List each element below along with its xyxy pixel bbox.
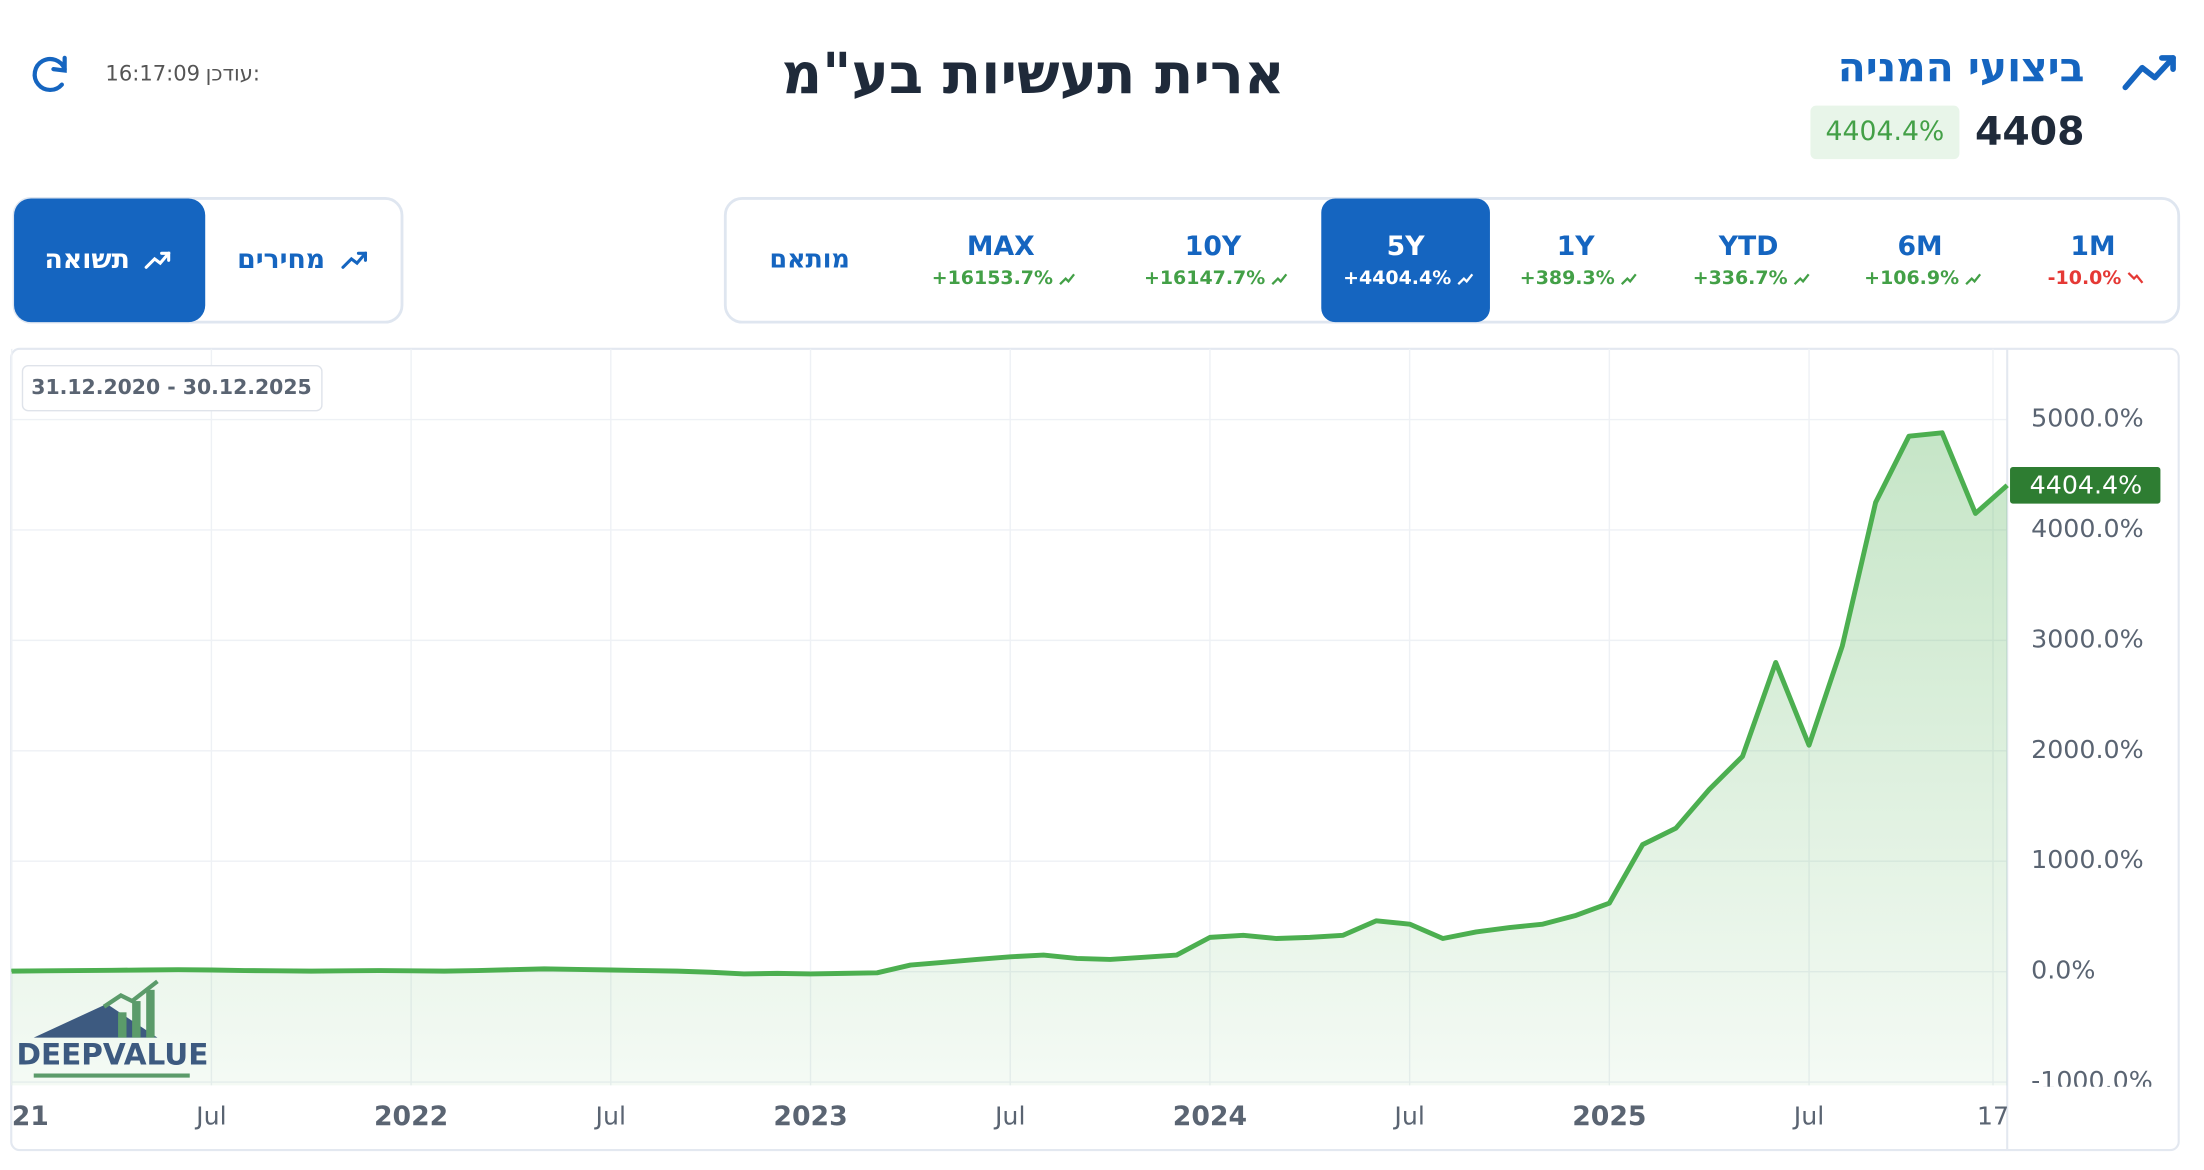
x-tick-label: 2022 bbox=[374, 1101, 448, 1132]
y-tick-label: 5000.0% bbox=[2031, 404, 2144, 433]
performance-label: ביצועי המניה bbox=[1838, 44, 2085, 92]
period-label: YTD bbox=[1718, 231, 1779, 262]
period-change: +389.3% bbox=[1520, 267, 1615, 289]
date-range: 31.12.2020 - 30.12.2025 bbox=[31, 375, 311, 399]
last-value-label: 4404.4% bbox=[2030, 471, 2143, 500]
updated-label: עודכן: bbox=[206, 61, 260, 86]
trend-icon-head bbox=[356, 251, 368, 262]
trend-up-icon bbox=[1457, 273, 1474, 285]
line bbox=[11, 430, 2009, 977]
x-tick-label: Jul bbox=[194, 1102, 227, 1131]
period-label: 10Y bbox=[1185, 231, 1242, 262]
logo-text: DEEPVALUE bbox=[16, 1037, 208, 1071]
mode-label: מחירים bbox=[237, 244, 325, 275]
trend-up-icon bbox=[1271, 273, 1288, 285]
trend-icon-head bbox=[2159, 55, 2176, 72]
logo-bar bbox=[146, 989, 155, 1038]
period-change: +16153.7% bbox=[932, 267, 1053, 289]
area bbox=[11, 432, 2008, 1086]
y-tick-label: 4000.0% bbox=[2031, 514, 2144, 543]
mode-button[interactable]: מחירים bbox=[237, 244, 368, 275]
refresh-arc bbox=[32, 56, 67, 93]
period-change: +106.9% bbox=[1864, 267, 1959, 289]
period-button[interactable]: 1Y +389.3% bbox=[1520, 231, 1637, 289]
y-tick-label: 3000.0% bbox=[2031, 624, 2144, 653]
period-button[interactable]: YTD +336.7% bbox=[1693, 231, 1810, 289]
trend-up-icon bbox=[1059, 273, 1075, 285]
trend-up-icon bbox=[1965, 273, 1982, 285]
y-tick-label: 2000.0% bbox=[2031, 735, 2144, 764]
x-tick-label: 2024 bbox=[1173, 1101, 1247, 1132]
refresh-icon[interactable] bbox=[32, 55, 67, 93]
period-button[interactable]: 1M -10.0% bbox=[2048, 231, 2144, 289]
period-change: +4404.4% bbox=[1343, 267, 1451, 289]
logo-bar bbox=[132, 1001, 141, 1038]
x-tick-label: 2025 bbox=[1572, 1101, 1646, 1132]
period-button[interactable]: MAX +16153.7% bbox=[932, 231, 1075, 289]
change-value: 4404.4% bbox=[1826, 116, 1945, 147]
period-label: 5Y bbox=[1387, 231, 1426, 262]
period-label: מותאם bbox=[769, 244, 849, 273]
period-button[interactable]: 10Y +16147.7% bbox=[1144, 231, 1288, 289]
period-label: 6M bbox=[1897, 231, 1942, 262]
x-tick-label: Jul bbox=[1792, 1102, 1825, 1131]
x-tick-label: Jul bbox=[993, 1102, 1026, 1131]
trend-up-icon bbox=[1793, 273, 1810, 285]
period-label: MAX bbox=[967, 231, 1035, 262]
page-title: ארית תעשיות בע"מ bbox=[781, 42, 1284, 107]
last-value-box bbox=[2010, 467, 2161, 504]
controls: תשואה מחירים 1M -10.0% 6M +106.9% YTD +336.7% 1Y… bbox=[14, 198, 2144, 323]
x-tick-label: 2021 bbox=[0, 1101, 49, 1132]
trend-icon bbox=[144, 251, 171, 269]
x-axis: 2021 Jul 2022 Jul 2023 Jul 2024 Jul 2025 Jul 17 bbox=[0, 1101, 2009, 1132]
price: 4408 bbox=[1975, 108, 2085, 154]
x-tick-label: 2023 bbox=[773, 1101, 847, 1132]
mode-label: תשואה bbox=[44, 244, 129, 275]
period-change: -10.0% bbox=[2048, 267, 2122, 289]
y-tick-label: -1000.0% bbox=[2031, 1066, 2153, 1095]
period-button[interactable]: מותאם bbox=[769, 244, 849, 273]
trend-icon-head bbox=[160, 251, 171, 262]
y-axis: -1000.0% 0.0% 1000.0% 2000.0% 3000.0% 4000.0%… bbox=[2031, 404, 2153, 1095]
period-button[interactable]: 6M +106.9% bbox=[1864, 231, 1982, 289]
trend-up-icon bbox=[1620, 273, 1637, 285]
y-tick-label: 1000.0% bbox=[2031, 845, 2144, 874]
x-tick-label: Jul bbox=[1392, 1102, 1425, 1131]
change-badge bbox=[1810, 105, 1960, 160]
trend-icon bbox=[341, 251, 368, 269]
period-button[interactable]: 5Y +4404.4% bbox=[1321, 198, 1490, 323]
logo: DEEPVALUE bbox=[16, 979, 208, 1078]
period-change: +336.7% bbox=[1693, 267, 1788, 289]
refresh-arrow bbox=[51, 55, 67, 73]
y-tick-label: 0.0% bbox=[2031, 956, 2095, 985]
period-button-bg bbox=[1321, 198, 1490, 323]
period-label: 1M bbox=[2070, 231, 2115, 262]
plot bbox=[11, 430, 2009, 1086]
date-range-box bbox=[21, 365, 323, 412]
period-label: 1Y bbox=[1557, 231, 1596, 262]
x-tick-label: Jul bbox=[594, 1102, 627, 1131]
updated-time: 16:17:09 bbox=[105, 61, 200, 86]
mode-button-bg bbox=[14, 198, 206, 323]
x-tick-label: 17 bbox=[1977, 1102, 2009, 1131]
logo-bar bbox=[118, 1012, 127, 1038]
period-change: +16147.7% bbox=[1144, 267, 1265, 289]
trend-down-icon bbox=[2127, 272, 2144, 284]
trend-icon bbox=[2122, 55, 2176, 91]
mode-button[interactable]: תשואה bbox=[14, 198, 206, 323]
logo-arrow bbox=[102, 979, 159, 1009]
